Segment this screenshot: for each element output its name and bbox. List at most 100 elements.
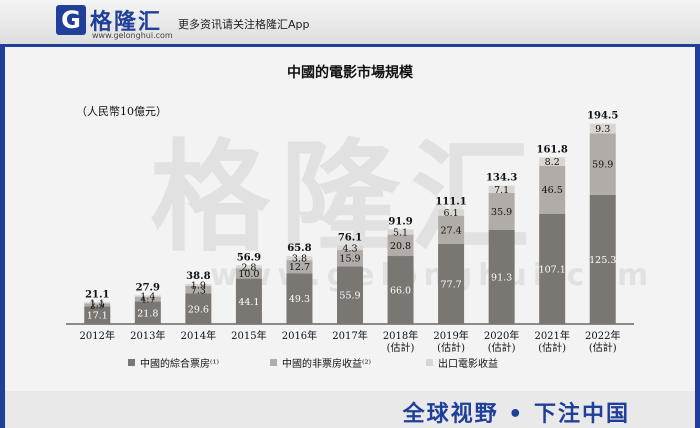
right-border	[695, 47, 700, 428]
left-border	[0, 47, 5, 428]
data-label: 107.1	[539, 264, 566, 275]
total-label: 134.3	[486, 173, 517, 184]
data-label: 7.1	[494, 185, 509, 196]
data-label: 125.3	[589, 255, 616, 266]
data-label: 46.5	[542, 185, 563, 196]
x-tick-label: 2021年	[534, 329, 569, 342]
bar-segment-3	[134, 295, 161, 297]
bar-segment-2	[337, 250, 363, 267]
x-tick-note: (估計)	[538, 341, 566, 354]
data-label: 49.3	[289, 294, 310, 305]
bar-segment-2	[387, 234, 414, 257]
data-label: 27.4	[441, 225, 462, 236]
data-label: 9.3	[595, 124, 610, 135]
bar-segment-3	[589, 123, 616, 134]
data-label: 7.3	[191, 285, 206, 296]
x-tick-label: 2017年	[332, 329, 367, 342]
data-label: 10.0	[238, 269, 259, 280]
bar-segment-2	[438, 215, 465, 244]
data-label: 12.7	[289, 262, 310, 273]
total-label: 111.1	[435, 196, 466, 207]
legend-label: 中國的綜合票房⁽¹⁾	[140, 359, 219, 370]
data-label: 91.3	[491, 272, 512, 283]
x-tick-label: 2015年	[231, 329, 266, 342]
data-label: 4.7	[140, 295, 155, 306]
logo-icon: G	[56, 5, 86, 35]
legend-swatch	[426, 359, 433, 366]
bar-segment-1	[387, 256, 414, 324]
chart-title: 中國的電影市場規模	[287, 65, 413, 81]
data-label: 15.9	[339, 254, 360, 265]
x-tick-label: 2018年	[383, 329, 418, 342]
x-tick-label: 2022年	[585, 329, 620, 342]
top-banner: G 格隆汇 www.gelonghui.com 更多资讯请关注格隆汇App	[0, 0, 700, 45]
bar-segment-1	[488, 229, 515, 324]
chart-panel	[5, 47, 695, 391]
legend-item-box-office: 中國的綜合票房⁽¹⁾	[128, 355, 219, 370]
bar-segment-2	[134, 296, 161, 302]
footer-band	[5, 391, 695, 428]
bar-segment-2	[488, 192, 515, 230]
bar-segment-1	[84, 306, 111, 324]
bar-segment-2	[185, 285, 212, 294]
bar-segment-3	[337, 245, 363, 251]
bar-segment-3	[539, 157, 566, 166]
bar-segment-1	[438, 243, 465, 324]
x-tick-label: 2020年	[484, 329, 519, 342]
data-label: 66.0	[390, 286, 411, 297]
bar-segment-2	[84, 303, 111, 307]
total-label: 65.8	[287, 243, 311, 254]
x-tick-note: (估計)	[589, 341, 617, 354]
bar-segment-3	[438, 209, 465, 216]
total-label: 27.9	[136, 282, 160, 293]
bar-segment-3	[488, 185, 515, 193]
legend-item-non-box-office: 中國的非票房收益⁽²⁾	[270, 355, 371, 370]
bar-segment-3	[185, 284, 212, 286]
data-label: 20.8	[390, 241, 411, 252]
data-label: 5.1	[393, 227, 408, 238]
data-label: 44.1	[238, 297, 259, 308]
bar-segment-1	[589, 194, 616, 324]
bar-segment-3	[387, 229, 414, 235]
bar-segment-2	[286, 260, 313, 274]
data-label: 2.9	[90, 300, 105, 311]
data-label: 1.1	[90, 298, 105, 309]
logo-name: 格隆汇	[90, 10, 163, 35]
promo-text: 更多资讯请关注格隆汇App	[178, 18, 310, 31]
bar-segment-2	[539, 165, 566, 214]
data-label: 59.9	[592, 160, 613, 171]
x-tick-note: (估計)	[488, 341, 516, 354]
bar-segment-1	[286, 273, 313, 324]
bar-segment-3	[235, 265, 262, 269]
bar-segment-1	[337, 266, 363, 324]
x-tick-label: 2013年	[130, 329, 165, 342]
bar-segment-1	[134, 301, 161, 324]
logo-url: www.gelonghui.com	[92, 31, 173, 40]
data-label: 1.9	[191, 281, 206, 292]
data-label: 29.6	[188, 304, 209, 315]
footer-slogan: 全球视野 • 下注中国	[402, 402, 630, 427]
watermark-logo-text: 格隆汇	[150, 129, 540, 268]
data-label: 17.1	[87, 311, 108, 322]
data-label: 8.2	[545, 157, 560, 168]
bar-segment-3	[84, 302, 111, 304]
legend-swatch	[270, 359, 277, 366]
data-label: 6.1	[444, 208, 459, 219]
total-label: 76.1	[338, 233, 362, 244]
total-label: 91.9	[388, 216, 412, 227]
unit-label: （人民幣10億元）	[76, 105, 167, 118]
total-label: 56.9	[237, 252, 261, 263]
x-tick-note: (估計)	[437, 341, 465, 354]
x-tick-label: 2014年	[181, 329, 216, 342]
bar-segment-2	[589, 133, 616, 195]
watermark-url: www.gelonghui.com	[210, 258, 655, 293]
data-label: 55.9	[339, 291, 360, 302]
bar-segment-2	[235, 268, 262, 279]
total-label: 38.8	[186, 271, 210, 282]
total-label: 161.8	[537, 144, 568, 155]
x-tick-note: (估計)	[387, 341, 415, 354]
x-tick-label: 2012年	[80, 329, 115, 342]
data-label: 21.8	[137, 308, 158, 319]
